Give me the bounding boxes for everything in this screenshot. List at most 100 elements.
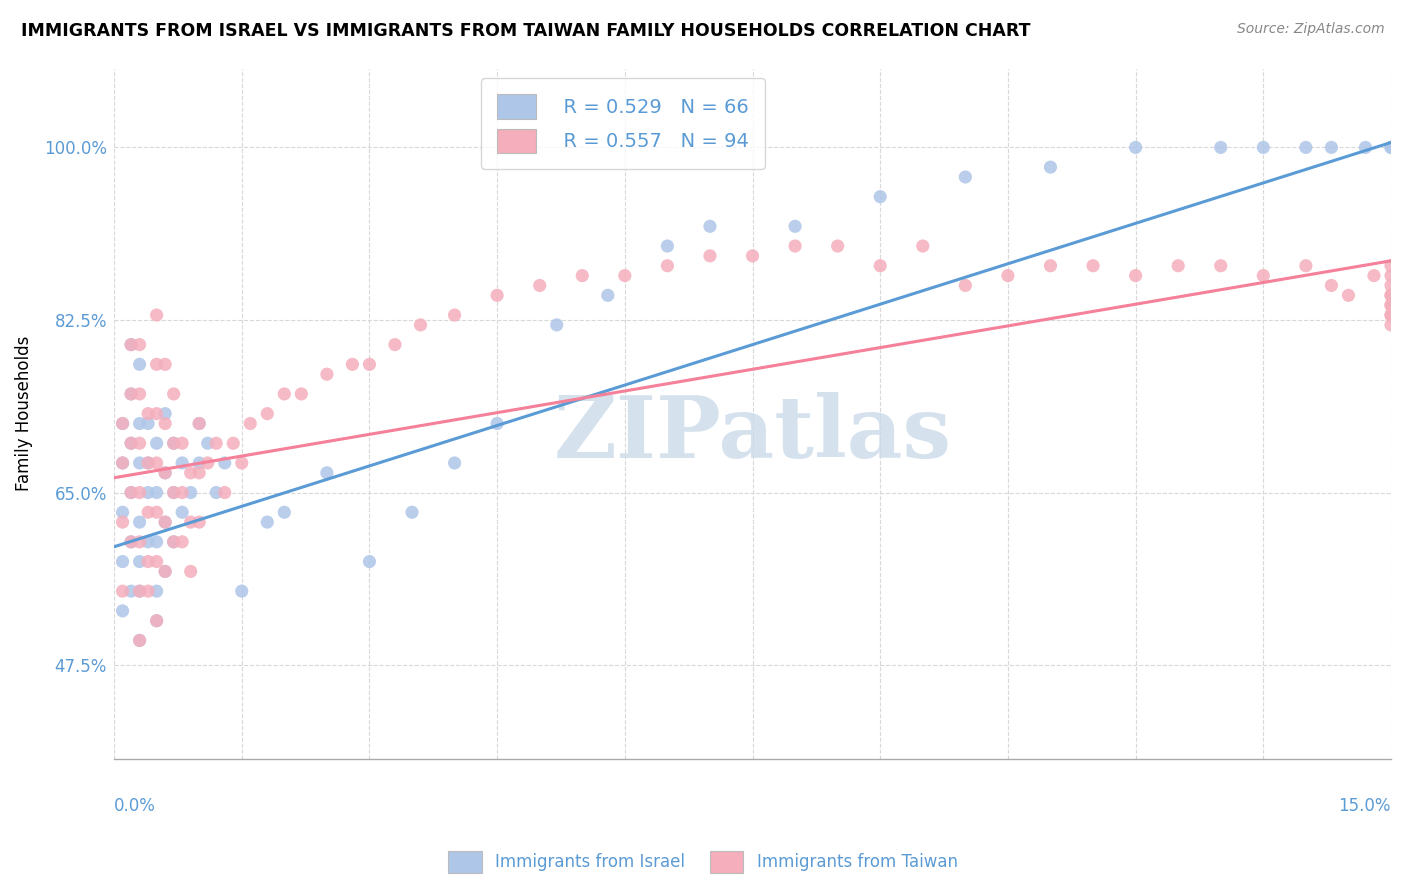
Point [657, 239, 679, 253]
Point [145, 407, 167, 421]
Point [869, 190, 891, 204]
Point [136, 555, 159, 569]
Point [120, 387, 142, 401]
Point [1379, 308, 1402, 322]
Point [128, 584, 150, 599]
Point [359, 357, 381, 371]
Point [163, 534, 186, 549]
Point [163, 436, 186, 450]
Point [128, 417, 150, 431]
Point [741, 249, 763, 263]
Point [153, 466, 176, 480]
Point [111, 505, 134, 519]
Point [111, 456, 134, 470]
Point [205, 436, 228, 450]
Point [256, 407, 278, 421]
Point [111, 515, 134, 529]
Point [1081, 259, 1104, 273]
Point [827, 239, 849, 253]
Point [546, 318, 568, 332]
Text: Source: ZipAtlas.com: Source: ZipAtlas.com [1237, 22, 1385, 37]
Point [120, 387, 142, 401]
Point [783, 219, 806, 234]
Point [911, 239, 934, 253]
Point [657, 259, 679, 273]
Point [613, 268, 636, 283]
Point [128, 555, 150, 569]
Point [163, 436, 186, 450]
Point [869, 259, 891, 273]
Point [1253, 140, 1275, 154]
Point [145, 584, 167, 599]
Point [128, 515, 150, 529]
Point [1039, 160, 1062, 174]
Point [273, 387, 295, 401]
Text: 15.0%: 15.0% [1339, 797, 1391, 814]
Point [529, 278, 551, 293]
Point [128, 633, 150, 648]
Point [128, 337, 150, 351]
Point [1320, 140, 1343, 154]
Point [443, 308, 465, 322]
Point [1379, 268, 1402, 283]
Point [163, 534, 186, 549]
Point [1379, 298, 1402, 312]
Point [136, 456, 159, 470]
Point [1209, 259, 1232, 273]
Point [699, 249, 721, 263]
Point [153, 466, 176, 480]
Point [486, 288, 509, 302]
Point [443, 456, 465, 470]
Point [231, 456, 253, 470]
Point [197, 456, 219, 470]
Point [1125, 268, 1147, 283]
Legend: Immigrants from Israel, Immigrants from Taiwan: Immigrants from Israel, Immigrants from … [441, 845, 965, 880]
Point [145, 534, 167, 549]
Point [180, 466, 202, 480]
Point [128, 534, 150, 549]
Point [120, 534, 142, 549]
Point [256, 515, 278, 529]
Point [153, 417, 176, 431]
Point [172, 505, 194, 519]
Point [955, 169, 977, 184]
Point [111, 604, 134, 618]
Point [1253, 268, 1275, 283]
Point [128, 633, 150, 648]
Point [136, 584, 159, 599]
Point [153, 565, 176, 579]
Point [401, 505, 423, 519]
Point [1337, 288, 1360, 302]
Point [153, 565, 176, 579]
Point [145, 456, 167, 470]
Point [145, 614, 167, 628]
Point [136, 485, 159, 500]
Point [273, 505, 295, 519]
Point [136, 456, 159, 470]
Point [1295, 259, 1317, 273]
Point [111, 417, 134, 431]
Point [111, 456, 134, 470]
Point [136, 505, 159, 519]
Point [1379, 140, 1402, 154]
Point [1379, 288, 1402, 302]
Point [315, 466, 337, 480]
Point [1354, 140, 1376, 154]
Point [596, 288, 619, 302]
Point [145, 505, 167, 519]
Point [153, 357, 176, 371]
Point [239, 417, 262, 431]
Point [145, 357, 167, 371]
Point [153, 515, 176, 529]
Point [136, 534, 159, 549]
Point [180, 565, 202, 579]
Point [214, 485, 236, 500]
Point [231, 584, 253, 599]
Point [128, 387, 150, 401]
Point [120, 534, 142, 549]
Point [1295, 140, 1317, 154]
Legend:   R = 0.529   N = 66,   R = 0.557   N = 94: R = 0.529 N = 66, R = 0.557 N = 94 [481, 78, 765, 169]
Point [188, 456, 211, 470]
Point [145, 436, 167, 450]
Point [136, 407, 159, 421]
